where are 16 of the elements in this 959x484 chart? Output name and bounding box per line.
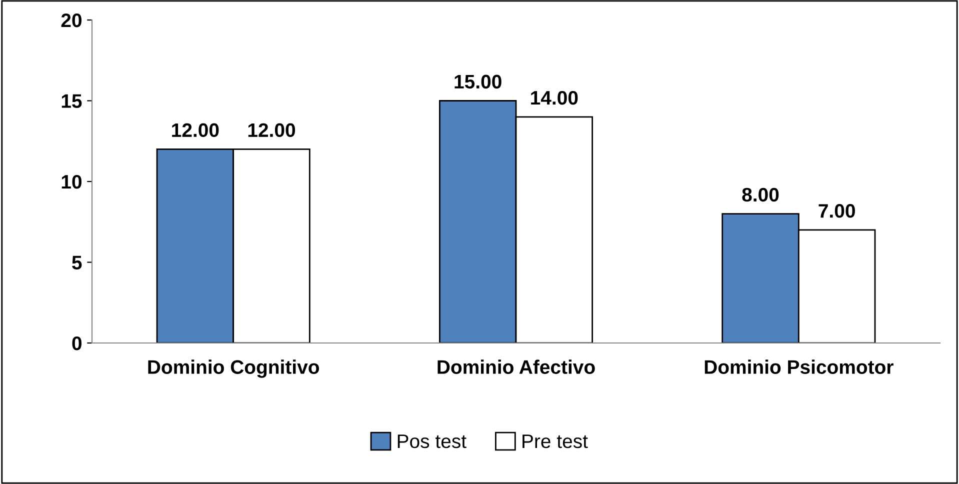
x-tick-label: Dominio Afectivo bbox=[438, 360, 595, 374]
y-tick-label: 20 bbox=[61, 13, 82, 28]
y-tick-label: 0 bbox=[72, 336, 82, 350]
data-label: 15.00 bbox=[454, 74, 502, 89]
y-tick-label: 5 bbox=[72, 256, 82, 270]
data-label: 12.00 bbox=[248, 123, 296, 138]
y-tick-label: 10 bbox=[62, 174, 82, 189]
y-tick-label: 15 bbox=[62, 94, 82, 108]
data-label: 14.00 bbox=[531, 90, 578, 105]
x-tick-label: Dominio Cognitivo bbox=[148, 360, 319, 378]
x-tick-label: Dominio Psicomotor bbox=[704, 360, 894, 374]
data-label: 12.00 bbox=[172, 123, 219, 138]
data-label: 7.00 bbox=[818, 204, 855, 218]
legend-label: Pre test bbox=[522, 434, 588, 448]
legend-label: Pos test bbox=[398, 434, 466, 448]
data-label: 8.00 bbox=[742, 188, 779, 202]
